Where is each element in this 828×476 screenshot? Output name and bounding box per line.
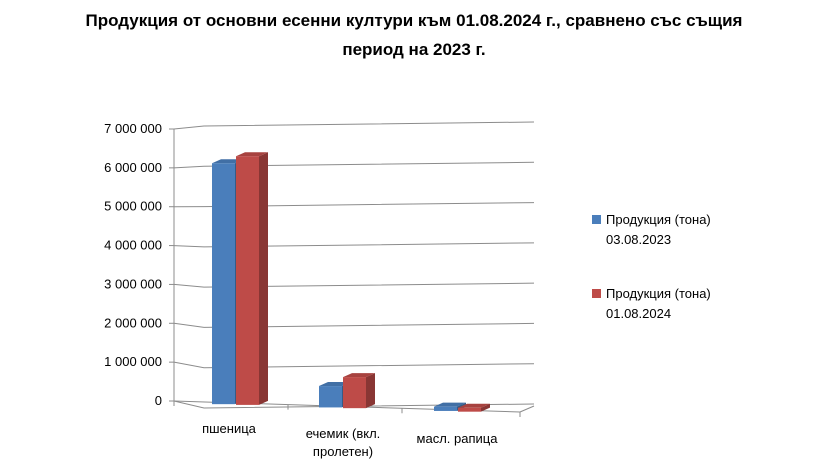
chart-title: Продукция от основни есенни култури към …: [0, 6, 828, 64]
legend-swatch-2023: [592, 215, 601, 224]
legend-label-2024-line-1: Продукция (тона): [606, 286, 711, 301]
y-tick-label: 3 000 000: [104, 276, 162, 291]
floor-edge: [519, 405, 535, 413]
bar-2-0-top: [434, 402, 466, 407]
bar-1-1: [343, 377, 366, 409]
gridline: [173, 202, 535, 208]
chart-legend: Продукция (тона) 03.08.2023 Продукция (т…: [592, 210, 711, 358]
bar-0-1: [236, 156, 259, 405]
legend-swatch-2024: [592, 289, 601, 298]
x-category-label-rapeseed-line-1: масл. рапица: [416, 431, 498, 446]
legend-label-2023: Продукция (тона) 03.08.2023: [606, 210, 711, 250]
gridline: [173, 282, 535, 288]
bar-0-1-top: [236, 152, 268, 157]
legend-label-2023-line-2: 03.08.2023: [606, 232, 672, 247]
y-tick-label: 4 000 000: [104, 238, 162, 253]
x-category-label-barley-line-2: пролетен): [312, 444, 374, 459]
x-category-label-rapeseed: масл. рапица: [402, 430, 512, 448]
y-tick-label: 0: [155, 393, 162, 408]
y-tick-label: 5 000 000: [104, 199, 162, 214]
gridline: [173, 322, 535, 328]
chart-title-line-1: Продукция от основни есенни култури към …: [85, 11, 743, 30]
x-category-label-barley-line-1: ечемик (вкл.: [305, 426, 381, 441]
y-tick-label: 6 000 000: [104, 160, 162, 175]
bar-2-0: [434, 406, 457, 411]
legend-label-2023-line-1: Продукция (тона): [606, 212, 711, 227]
bar-1-0: [319, 386, 342, 408]
gridline: [173, 242, 535, 248]
bar-2-1-top: [458, 403, 490, 408]
y-tick-label: 2 000 000: [104, 315, 162, 330]
bar-1-1-side: [366, 373, 375, 409]
x-category-label-wheat: пшеница: [174, 420, 284, 438]
legend-label-2024-line-2: 01.08.2024: [606, 306, 672, 321]
gridline: [173, 121, 535, 130]
bar-2-1-side: [481, 403, 490, 412]
bar-2-1: [458, 407, 481, 412]
bar-0-1-side: [259, 152, 268, 405]
legend-item-2023: Продукция (тона) 03.08.2023: [592, 210, 711, 250]
gridline: [173, 400, 535, 409]
chart-title-line-2: период на 2023 г.: [342, 40, 486, 59]
gridline: [173, 161, 535, 169]
y-tick-label: 1 000 000: [104, 354, 162, 369]
y-tick-label: 7 000 000: [104, 121, 162, 136]
gridline: [173, 361, 535, 369]
bar-0-0: [212, 163, 235, 405]
legend-label-2024: Продукция (тона) 01.08.2024: [606, 284, 711, 324]
bar-1-1-top: [343, 373, 375, 378]
x-category-label-wheat-line-1: пшеница: [202, 421, 256, 436]
x-category-label-barley: ечемик (вкл. пролетен): [288, 425, 398, 461]
legend-item-2024: Продукция (тона) 01.08.2024: [592, 284, 711, 324]
